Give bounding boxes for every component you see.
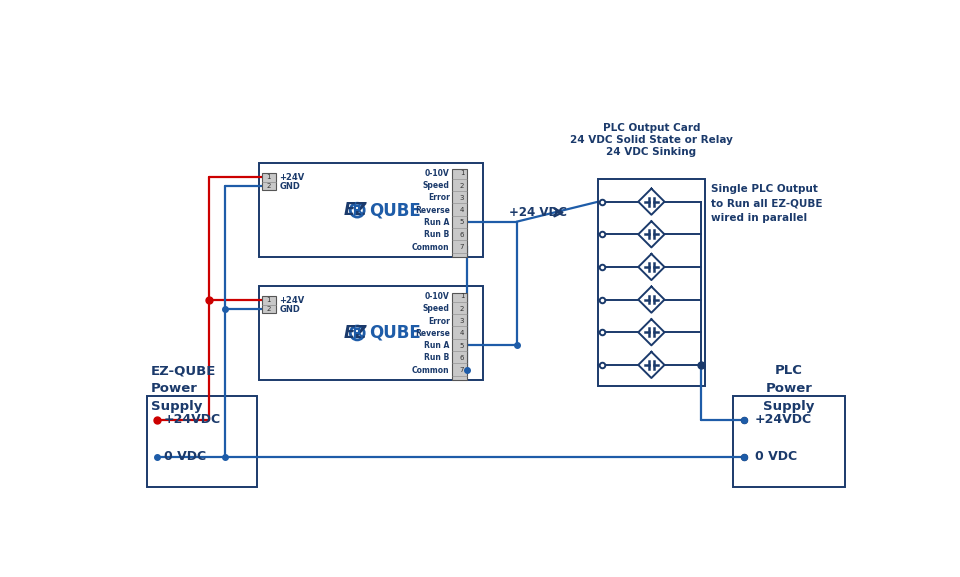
- Text: 0-10V: 0-10V: [425, 168, 449, 178]
- Text: 24 VDC Sinking: 24 VDC Sinking: [607, 147, 696, 158]
- Text: 2: 2: [267, 183, 271, 189]
- Bar: [452, 293, 468, 380]
- Text: Common: Common: [412, 366, 449, 375]
- Text: Error: Error: [428, 317, 449, 325]
- Text: Error: Error: [428, 193, 449, 203]
- Text: 1: 1: [267, 297, 271, 304]
- Text: 7: 7: [460, 368, 465, 373]
- Bar: [262, 173, 276, 190]
- Text: Reverse: Reverse: [415, 329, 449, 338]
- Text: +24V: +24V: [279, 173, 304, 182]
- Text: 6: 6: [460, 232, 465, 238]
- Text: 2: 2: [460, 182, 465, 189]
- Text: 2: 2: [460, 306, 465, 312]
- Text: EZ: EZ: [344, 201, 368, 219]
- Text: Reverse: Reverse: [415, 205, 449, 215]
- Text: +24V: +24V: [279, 296, 304, 305]
- Text: 0 VDC: 0 VDC: [164, 450, 206, 463]
- Text: EZ-QUBE
Power
Supply: EZ-QUBE Power Supply: [151, 364, 216, 413]
- Text: Run A: Run A: [424, 218, 449, 227]
- Text: 0 VDC: 0 VDC: [755, 450, 797, 463]
- Text: PLC
Power
Supply: PLC Power Supply: [763, 364, 814, 413]
- Text: 3: 3: [460, 318, 465, 324]
- Text: Run B: Run B: [424, 230, 449, 239]
- Bar: [598, 178, 705, 387]
- Text: EZ: EZ: [344, 324, 368, 342]
- Text: Common: Common: [412, 242, 449, 252]
- Bar: [262, 297, 276, 313]
- Text: 2: 2: [267, 306, 271, 313]
- Bar: [733, 396, 845, 488]
- Text: PLC Output Card: PLC Output Card: [603, 123, 700, 133]
- Text: Run B: Run B: [424, 354, 449, 362]
- Text: QUBE: QUBE: [369, 324, 420, 342]
- Text: 4: 4: [460, 331, 465, 336]
- Text: QUBE: QUBE: [369, 201, 420, 219]
- Text: 6: 6: [460, 355, 465, 361]
- Bar: [452, 169, 468, 257]
- Text: +24 VDC: +24 VDC: [509, 206, 567, 219]
- Text: Speed: Speed: [422, 304, 449, 313]
- Text: 4: 4: [460, 207, 465, 213]
- Text: +24VDC: +24VDC: [755, 413, 812, 426]
- Text: Speed: Speed: [422, 181, 449, 190]
- Text: GND: GND: [279, 182, 300, 191]
- Text: 1: 1: [460, 170, 465, 176]
- Text: 3: 3: [460, 195, 465, 201]
- Text: +24VDC: +24VDC: [164, 413, 221, 426]
- Bar: [259, 163, 483, 257]
- Bar: [259, 286, 483, 380]
- Text: 24 VDC Solid State or Relay: 24 VDC Solid State or Relay: [570, 135, 732, 145]
- Bar: [147, 396, 257, 488]
- Text: Single PLC Output
to Run all EZ-QUBE
wired in parallel: Single PLC Output to Run all EZ-QUBE wir…: [711, 184, 823, 223]
- Text: 0-10V: 0-10V: [425, 292, 449, 301]
- Text: GND: GND: [279, 305, 300, 314]
- Text: 5: 5: [460, 219, 465, 226]
- Text: 1: 1: [267, 174, 271, 180]
- Text: 5: 5: [460, 343, 465, 349]
- Text: 7: 7: [460, 244, 465, 250]
- Text: Run A: Run A: [424, 341, 449, 350]
- Text: 1: 1: [460, 293, 465, 299]
